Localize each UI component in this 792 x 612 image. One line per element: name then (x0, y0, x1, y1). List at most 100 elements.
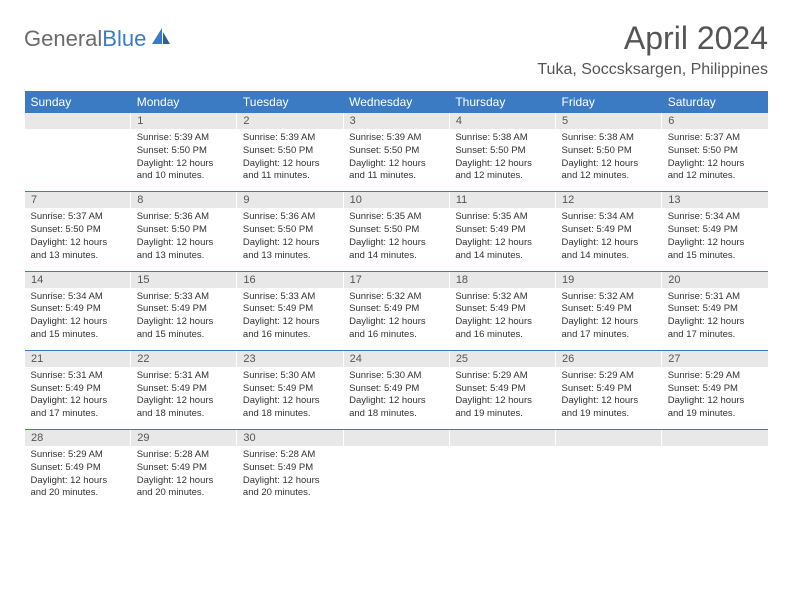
day-cell: Sunrise: 5:29 AMSunset: 5:49 PMDaylight:… (662, 367, 768, 430)
day-number: 7 (25, 192, 131, 208)
weekday-header: Tuesday (237, 91, 343, 113)
daynum-row: 123456 (25, 113, 769, 129)
daylight-text-2: and 15 minutes. (668, 250, 762, 263)
weekday-header: Sunday (25, 91, 131, 113)
sunrise-text: Sunrise: 5:31 AM (31, 370, 125, 383)
daylight-text-1: Daylight: 12 hours (349, 237, 443, 250)
day-number: 16 (237, 272, 343, 288)
weekday-header: Friday (556, 91, 662, 113)
sunset-text: Sunset: 5:49 PM (31, 383, 125, 396)
daylight-text-2: and 19 minutes. (668, 408, 762, 421)
daylight-text-2: and 20 minutes. (31, 487, 125, 500)
sunrise-text: Sunrise: 5:30 AM (243, 370, 337, 383)
sunrise-text: Sunrise: 5:36 AM (137, 211, 231, 224)
day-number (662, 430, 768, 446)
day-number: 23 (237, 351, 343, 367)
daylight-text-2: and 16 minutes. (349, 329, 443, 342)
day-cell (25, 129, 131, 192)
sunset-text: Sunset: 5:50 PM (668, 145, 762, 158)
daylight-text-1: Daylight: 12 hours (243, 316, 337, 329)
sunset-text: Sunset: 5:50 PM (243, 224, 337, 237)
day-cell: Sunrise: 5:36 AMSunset: 5:50 PMDaylight:… (131, 208, 237, 271)
day-number: 26 (556, 351, 662, 367)
sail-icon (150, 26, 172, 51)
day-cell: Sunrise: 5:30 AMSunset: 5:49 PMDaylight:… (343, 367, 449, 430)
sunset-text: Sunset: 5:49 PM (243, 383, 337, 396)
sunrise-text: Sunrise: 5:34 AM (562, 211, 656, 224)
sunset-text: Sunset: 5:49 PM (31, 303, 125, 316)
day-number: 28 (25, 430, 131, 446)
day-number: 21 (25, 351, 131, 367)
day-cell: Sunrise: 5:30 AMSunset: 5:49 PMDaylight:… (237, 367, 343, 430)
day-cell: Sunrise: 5:36 AMSunset: 5:50 PMDaylight:… (237, 208, 343, 271)
sunrise-text: Sunrise: 5:28 AM (243, 449, 337, 462)
day-cell: Sunrise: 5:28 AMSunset: 5:49 PMDaylight:… (237, 446, 343, 508)
sunset-text: Sunset: 5:50 PM (137, 224, 231, 237)
day-number: 25 (449, 351, 555, 367)
sunrise-text: Sunrise: 5:32 AM (349, 291, 443, 304)
detail-row: Sunrise: 5:37 AMSunset: 5:50 PMDaylight:… (25, 208, 769, 271)
month-title: April 2024 (537, 20, 768, 57)
day-number: 6 (662, 113, 768, 129)
sunset-text: Sunset: 5:49 PM (243, 303, 337, 316)
daylight-text-1: Daylight: 12 hours (243, 237, 337, 250)
daylight-text-1: Daylight: 12 hours (349, 158, 443, 171)
daylight-text-2: and 12 minutes. (455, 170, 549, 183)
day-cell (343, 446, 449, 508)
day-number: 9 (237, 192, 343, 208)
daylight-text-2: and 13 minutes. (243, 250, 337, 263)
header-right: April 2024 Tuka, Soccsksargen, Philippin… (537, 20, 768, 79)
daylight-text-2: and 13 minutes. (137, 250, 231, 263)
weekday-header: Monday (131, 91, 237, 113)
day-cell: Sunrise: 5:29 AMSunset: 5:49 PMDaylight:… (556, 367, 662, 430)
weekday-header: Saturday (662, 91, 768, 113)
daylight-text-1: Daylight: 12 hours (31, 475, 125, 488)
detail-row: Sunrise: 5:29 AMSunset: 5:49 PMDaylight:… (25, 446, 769, 508)
day-number: 20 (662, 272, 768, 288)
calendar-table: Sunday Monday Tuesday Wednesday Thursday… (24, 91, 768, 508)
day-cell: Sunrise: 5:38 AMSunset: 5:50 PMDaylight:… (449, 129, 555, 192)
sunrise-text: Sunrise: 5:37 AM (31, 211, 125, 224)
sunrise-text: Sunrise: 5:30 AM (349, 370, 443, 383)
day-cell: Sunrise: 5:39 AMSunset: 5:50 PMDaylight:… (131, 129, 237, 192)
daylight-text-2: and 14 minutes. (349, 250, 443, 263)
sunrise-text: Sunrise: 5:38 AM (562, 132, 656, 145)
daylight-text-2: and 14 minutes. (455, 250, 549, 263)
sunset-text: Sunset: 5:49 PM (455, 303, 549, 316)
daylight-text-1: Daylight: 12 hours (455, 237, 549, 250)
sunrise-text: Sunrise: 5:29 AM (455, 370, 549, 383)
day-cell: Sunrise: 5:29 AMSunset: 5:49 PMDaylight:… (25, 446, 131, 508)
weekday-header: Thursday (449, 91, 555, 113)
day-number: 30 (237, 430, 343, 446)
daylight-text-1: Daylight: 12 hours (243, 395, 337, 408)
daylight-text-1: Daylight: 12 hours (31, 316, 125, 329)
day-number: 14 (25, 272, 131, 288)
sunrise-text: Sunrise: 5:32 AM (455, 291, 549, 304)
daylight-text-2: and 12 minutes. (668, 170, 762, 183)
day-number: 13 (662, 192, 768, 208)
detail-row: Sunrise: 5:31 AMSunset: 5:49 PMDaylight:… (25, 367, 769, 430)
daylight-text-1: Daylight: 12 hours (668, 316, 762, 329)
daylight-text-1: Daylight: 12 hours (349, 316, 443, 329)
daylight-text-2: and 17 minutes. (668, 329, 762, 342)
daylight-text-2: and 10 minutes. (137, 170, 231, 183)
daylight-text-1: Daylight: 12 hours (455, 158, 549, 171)
sunset-text: Sunset: 5:49 PM (137, 303, 231, 316)
sunset-text: Sunset: 5:49 PM (562, 303, 656, 316)
logo-text-gray: General (24, 26, 102, 51)
day-cell: Sunrise: 5:34 AMSunset: 5:49 PMDaylight:… (662, 208, 768, 271)
detail-row: Sunrise: 5:39 AMSunset: 5:50 PMDaylight:… (25, 129, 769, 192)
day-cell: Sunrise: 5:33 AMSunset: 5:49 PMDaylight:… (131, 288, 237, 351)
daynum-row: 14151617181920 (25, 272, 769, 288)
sunset-text: Sunset: 5:50 PM (562, 145, 656, 158)
day-cell: Sunrise: 5:28 AMSunset: 5:49 PMDaylight:… (131, 446, 237, 508)
sunrise-text: Sunrise: 5:33 AM (243, 291, 337, 304)
daylight-text-2: and 13 minutes. (31, 250, 125, 263)
sunrise-text: Sunrise: 5:29 AM (31, 449, 125, 462)
weekday-header: Wednesday (343, 91, 449, 113)
daylight-text-2: and 20 minutes. (243, 487, 337, 500)
daylight-text-1: Daylight: 12 hours (31, 237, 125, 250)
sunset-text: Sunset: 5:49 PM (562, 224, 656, 237)
day-cell: Sunrise: 5:32 AMSunset: 5:49 PMDaylight:… (556, 288, 662, 351)
sunset-text: Sunset: 5:49 PM (349, 303, 443, 316)
